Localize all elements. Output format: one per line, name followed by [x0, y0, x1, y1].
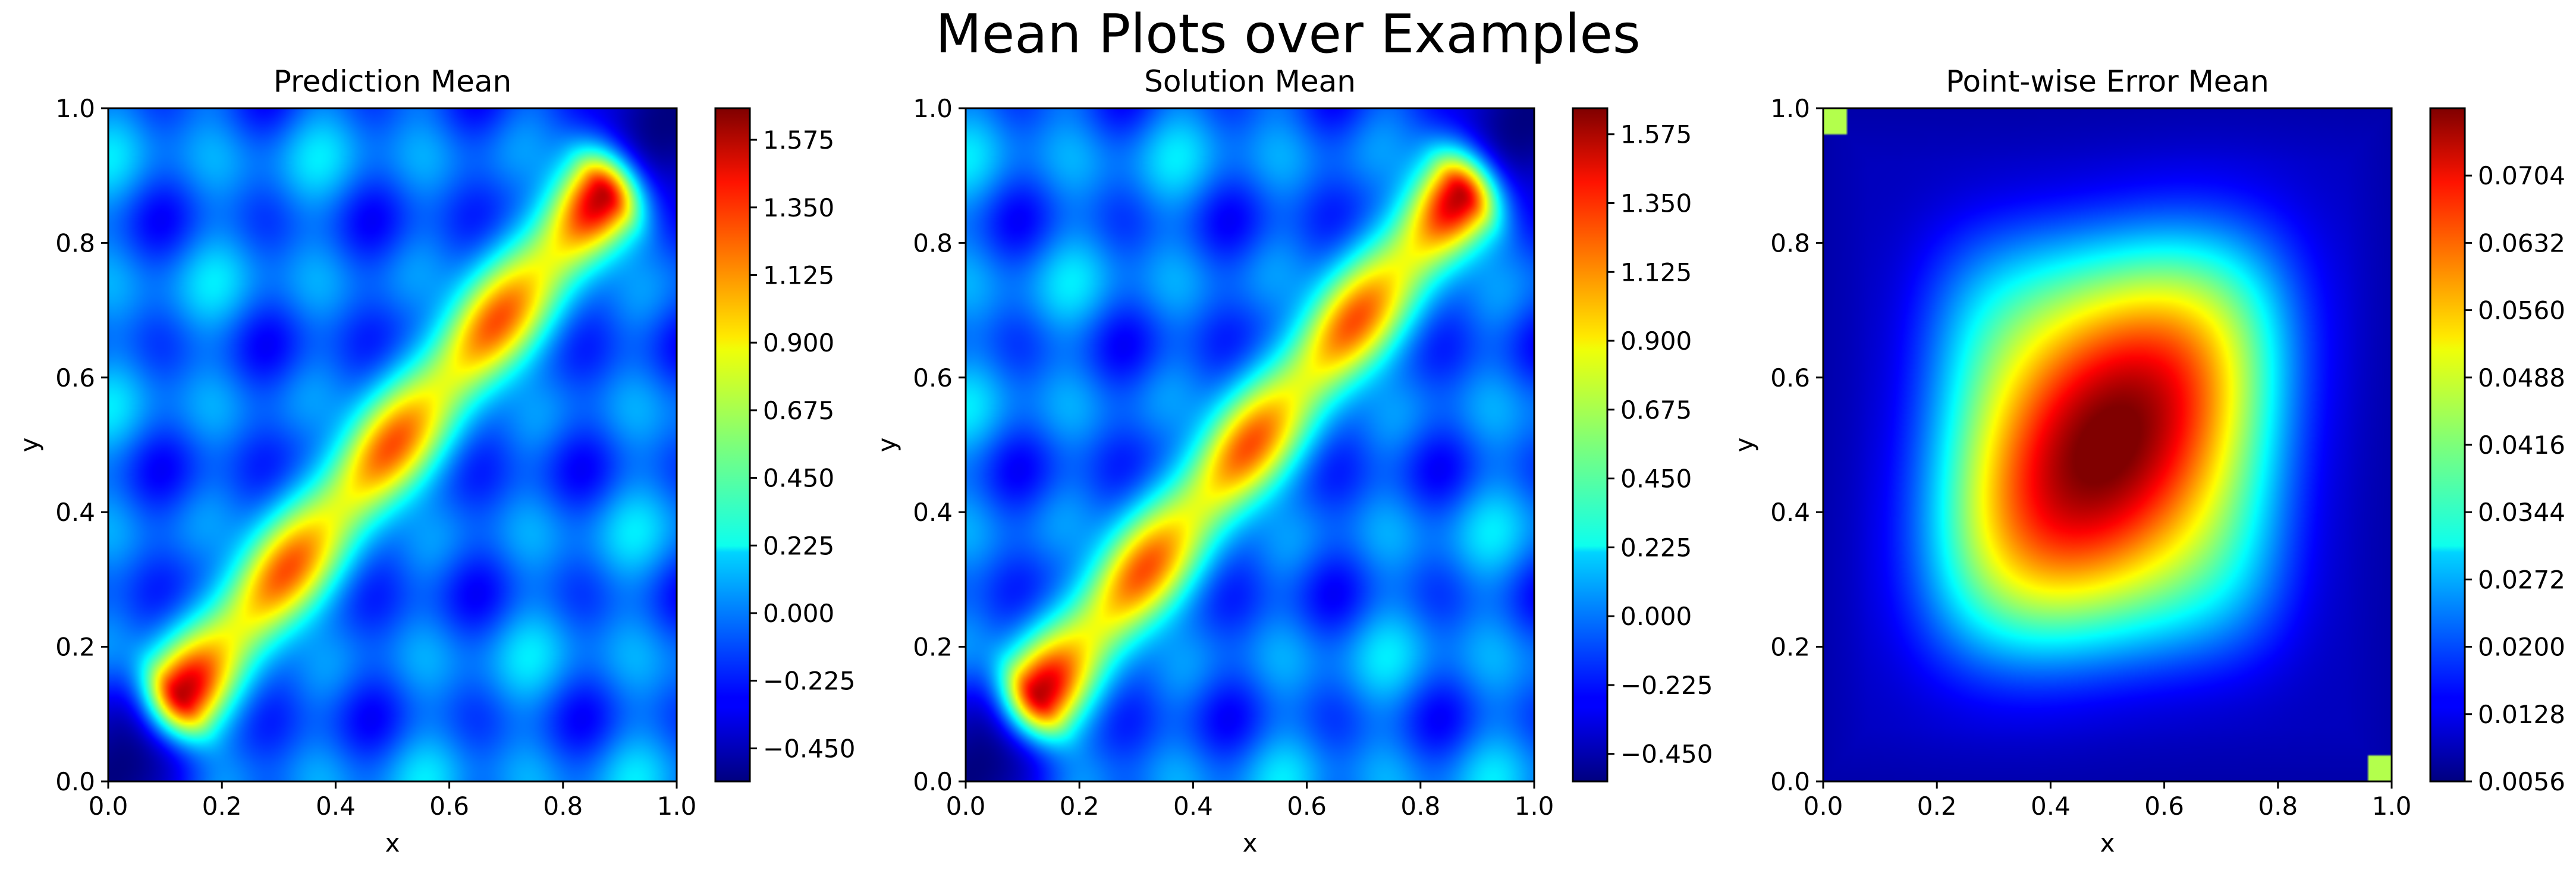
panel-title: Point-wise Error Mean [1946, 64, 2269, 99]
axis-ticks: 0.0 0.2 0.4 0.6 0.8 1.0 0.0 0.2 0.4 0.6 0.8 1.0 [913, 94, 1554, 821]
panel-pointwise-error-mean: Point-wise Error Mean 0.0 0.2 0.4 0.6 0.8 1.0… [1730, 64, 2565, 858]
colorbar-tick-label: 0.0272 [2478, 565, 2565, 594]
colorbar-tick-label: 0.0704 [2478, 161, 2565, 190]
colorbar-ticks: −0.450 −0.225 0.000 0.225 0.450 0.675 0.900 1.1… [750, 125, 855, 763]
x-tick-label: 1.0 [2372, 792, 2412, 821]
colorbar-tick-label: 0.675 [1620, 395, 1692, 425]
x-tick-label: 0.8 [543, 792, 583, 821]
colorbar-tick-label: 0.450 [1620, 464, 1692, 494]
x-tick-label: 0.4 [1173, 792, 1213, 821]
y-tick-label: 0.0 [1770, 767, 1810, 796]
y-tick-label: 1.0 [913, 94, 953, 123]
y-tick-label: 0.2 [1770, 633, 1810, 662]
x-tick-label: 0.4 [2031, 792, 2071, 821]
y-axis-label: y [15, 438, 44, 453]
x-tick-label: 0.6 [2144, 792, 2184, 821]
colorbar-tick-label: 1.125 [1620, 257, 1692, 287]
colorbar-tick-label: 0.0128 [2478, 700, 2565, 729]
colorbar-tick-label: 0.0344 [2478, 498, 2565, 527]
y-tick-label: 0.4 [55, 498, 95, 527]
y-tick-label: 0.4 [1770, 498, 1810, 527]
x-tick-label: 1.0 [1515, 792, 1554, 821]
x-tick-label: 0.2 [1917, 792, 1957, 821]
x-tick-label: 1.0 [657, 792, 697, 821]
x-tick-label: 0.6 [429, 792, 469, 821]
colorbar-tick-label: 0.0488 [2478, 363, 2565, 392]
colorbar-tick-label: 0.0416 [2478, 431, 2565, 460]
x-axis-label: x [2100, 828, 2115, 858]
x-tick-label: 0.0 [1804, 792, 1843, 821]
y-tick-label: 0.8 [55, 228, 95, 257]
y-tick-label: 0.2 [913, 633, 953, 662]
colorbar [714, 107, 751, 783]
y-axis-label: y [872, 438, 901, 453]
x-tick-label: 0.2 [1060, 792, 1099, 821]
colorbar-tick-label: 0.900 [763, 328, 834, 357]
x-tick-label: 0.6 [1287, 792, 1327, 821]
colorbar-tick-label: 0.225 [1620, 533, 1692, 562]
colorbar [1572, 107, 1609, 783]
colorbar-tick-label: 0.900 [1620, 326, 1692, 356]
colorbar-tick-label: −0.225 [763, 667, 855, 696]
x-tick-label: 0.4 [316, 792, 356, 821]
colorbar-tick-label: 0.0056 [2478, 767, 2565, 796]
y-tick-label: 0.6 [913, 363, 953, 392]
panel-title: Solution Mean [1144, 64, 1356, 99]
y-tick-label: 0.6 [55, 363, 95, 392]
x-axis-label: x [1243, 828, 1258, 858]
y-tick-label: 0.0 [913, 767, 953, 796]
colorbar-tick-label: 1.125 [763, 260, 834, 290]
axis-ticks: 0.0 0.2 0.4 0.6 0.8 1.0 0.0 0.2 0.4 0.6 0.8 1.0 [55, 94, 696, 821]
plot-frame [965, 107, 1535, 783]
x-tick-label: 0.0 [89, 792, 128, 821]
colorbar-tick-label: 0.000 [1620, 602, 1692, 631]
colorbar-tick-label: 0.000 [763, 599, 834, 628]
colorbar-tick-label: 0.450 [763, 464, 834, 493]
plot-frame [107, 107, 678, 783]
y-tick-label: 0.8 [1770, 228, 1810, 257]
x-axis-label: x [385, 828, 400, 858]
colorbar-tick-label: 1.350 [763, 193, 834, 222]
y-tick-label: 0.6 [1770, 363, 1810, 392]
colorbar-tick-label: 0.0632 [2478, 228, 2565, 257]
plot-frame [1822, 107, 2393, 783]
heatmap-image [966, 108, 1534, 781]
panel-prediction-mean: Prediction Mean 0.0 0.2 0.4 0.6 0.8 1.0 0.0 0.2… [15, 64, 855, 858]
x-tick-label: 0.8 [1400, 792, 1440, 821]
y-tick-label: 0.2 [55, 633, 95, 662]
colorbar [2429, 107, 2466, 783]
y-tick-label: 0.0 [55, 767, 95, 796]
y-axis-label: y [1730, 438, 1759, 453]
y-tick-label: 0.8 [913, 228, 953, 257]
panel-solution-mean: Solution Mean 0.0 0.2 0.4 0.6 0.8 1.00.00.20.… [872, 64, 1713, 858]
heatmap-image [1823, 108, 2392, 781]
heatmap-image [108, 108, 677, 781]
colorbar-ticks: 0.0056 0.0128 0.0200 0.0272 0.0344 0.0416 0.04… [2465, 161, 2565, 796]
colorbar-tick-label: 0.0200 [2478, 633, 2565, 662]
x-tick-label: 0.2 [202, 792, 242, 821]
colorbar-tick-label: −0.450 [1620, 740, 1713, 769]
colorbar-tick-label: 1.575 [763, 125, 834, 155]
y-tick-label: 1.0 [1770, 94, 1810, 123]
axis-ticks: 0.0 0.2 0.4 0.6 0.8 1.0 0.0 0.2 0.4 0.6 0.8 1.0 [1770, 94, 2411, 821]
colorbar-tick-label: 1.575 [1620, 120, 1692, 149]
colorbar-tick-label: 0.225 [763, 531, 834, 560]
panel-title: Prediction Mean [274, 64, 512, 99]
colorbar-tick-label: −0.450 [763, 734, 855, 763]
colorbar-tick-label: 0.0560 [2478, 296, 2565, 325]
x-tick-label: 0.0 [946, 792, 986, 821]
y-tick-label: 0.4 [913, 498, 953, 527]
y-tick-label: 1.0 [55, 94, 95, 123]
colorbar-ticks: −0.450 −0.225 0.000 0.225 0.450 0.675 0.900 1.1… [1607, 120, 1713, 769]
colorbar-tick-label: 0.675 [763, 396, 834, 425]
colorbar-tick-label: 1.350 [1620, 189, 1692, 218]
figure-title: Mean Plots over Examples [935, 3, 1641, 65]
x-tick-label: 0.8 [2258, 792, 2298, 821]
colorbar-tick-label: −0.225 [1620, 671, 1713, 700]
